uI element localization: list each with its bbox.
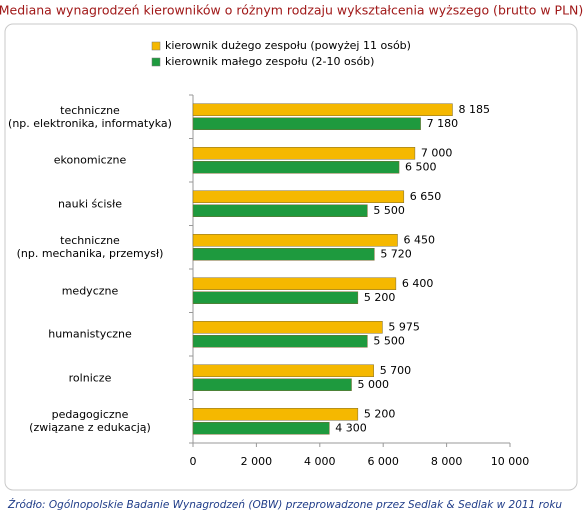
data-label: 6 450 [403, 233, 435, 246]
bar [192, 204, 368, 217]
bar [192, 422, 330, 435]
data-label: 5 500 [373, 334, 405, 347]
source: Źródło: Ogólnopolskie Badanie Wynagrodze… [7, 498, 562, 511]
bar [192, 408, 359, 421]
y-tick-label: medyczne [61, 284, 119, 298]
data-label: 6 500 [405, 160, 437, 173]
bar [192, 248, 375, 261]
bar [192, 321, 383, 334]
data-label: 7 000 [421, 146, 453, 159]
data-label: 6 650 [410, 190, 442, 203]
data-label: 5 200 [364, 407, 396, 420]
bar [192, 335, 368, 348]
bar [192, 364, 374, 377]
y-tick-label: techniczne (np. elektronika, informatyka… [8, 103, 172, 130]
y-tick-label: pedagogiczne (związane z edukacją) [29, 408, 151, 435]
legend-label: kierownik małego zespołu (2-10 osób) [165, 55, 374, 68]
legend-swatch [151, 41, 161, 51]
bar [192, 103, 453, 116]
bar [192, 277, 397, 290]
bar [192, 378, 352, 391]
bar [192, 161, 400, 174]
data-label: 5 500 [373, 204, 405, 217]
data-label: 6 400 [402, 277, 434, 290]
data-label: 5 700 [380, 364, 412, 377]
bar [192, 190, 405, 203]
y-tick-label: rolnicze [68, 371, 112, 385]
legend-swatch [151, 57, 161, 67]
data-label: 5 200 [364, 291, 396, 304]
bar [192, 234, 398, 247]
x-tick-label: 10 000 [491, 455, 530, 468]
y-tick-label: nauki ścisłe [57, 197, 123, 211]
data-label: 5 975 [388, 320, 420, 333]
x-tick-label: 2 000 [241, 455, 273, 468]
bar [192, 291, 359, 304]
data-label: 5 720 [380, 247, 412, 260]
data-label: 7 180 [427, 117, 459, 130]
x-tick-label: 6 000 [367, 455, 399, 468]
chart-title: Mediana wynagrodzeń kierowników o różnym… [0, 3, 583, 18]
bar [192, 147, 416, 160]
y-tick-label: techniczne (np. mechanika, przemysł) [16, 234, 164, 261]
y-tick-label: humanistyczne [48, 327, 132, 341]
bar [192, 117, 421, 130]
data-label: 8 185 [458, 103, 490, 116]
legend-label: kierownik dużego zespołu (powyżej 11 osó… [165, 39, 411, 52]
data-label: 4 300 [335, 421, 367, 434]
x-tick-label: 4 000 [304, 455, 336, 468]
data-label: 5 000 [358, 378, 390, 391]
y-tick-label: ekonomiczne [53, 153, 127, 167]
x-tick-label: 8 000 [431, 455, 463, 468]
x-tick-label: 0 [190, 455, 197, 468]
